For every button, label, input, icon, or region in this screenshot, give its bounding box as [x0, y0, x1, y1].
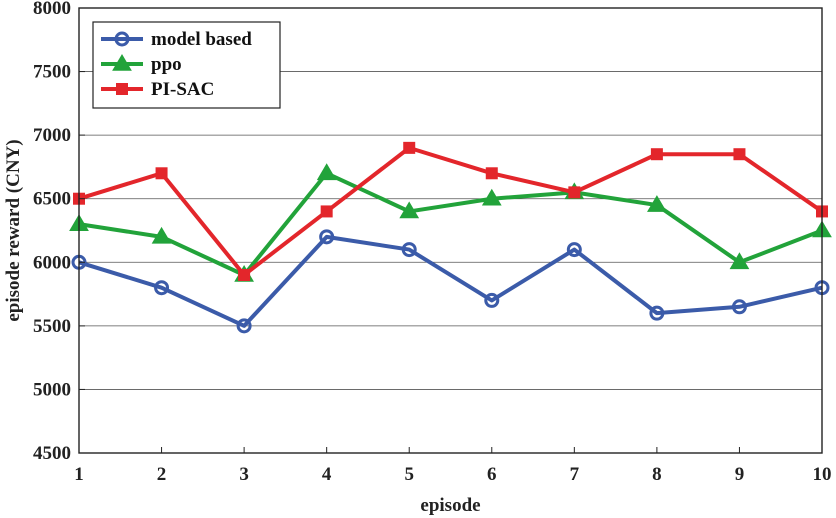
series-layer — [69, 141, 832, 334]
x-tick-label: 2 — [157, 464, 167, 485]
data-point — [481, 188, 502, 206]
series-line — [78, 171, 823, 277]
data-point — [236, 318, 252, 334]
series-circle — [71, 229, 830, 334]
series-square — [73, 141, 828, 281]
y-tick-label: 8000 — [33, 0, 71, 19]
data-point — [568, 186, 581, 199]
data-point — [484, 292, 500, 308]
x-tick-label: 4 — [322, 464, 332, 485]
data-point — [566, 242, 582, 258]
data-point — [320, 205, 333, 218]
plot-frame — [78, 7, 823, 454]
data-point — [650, 148, 663, 161]
legend-label: PI-SAC — [151, 79, 214, 100]
data-point — [647, 195, 667, 212]
x-tick-label: 8 — [652, 464, 662, 485]
data-point — [729, 252, 750, 270]
legend-marker — [112, 54, 132, 71]
y-tick-label: 4500 — [33, 443, 71, 464]
x-tick-label: 7 — [570, 464, 580, 485]
legend-marker — [116, 83, 128, 95]
legend-label: model based — [151, 29, 252, 50]
data-point — [155, 167, 168, 180]
series-triangle — [69, 163, 832, 282]
data-point — [649, 305, 665, 321]
data-point — [731, 299, 747, 315]
series-line — [78, 234, 823, 328]
data-point — [733, 148, 746, 161]
x-axis-ticks: 1 2 3 4 5 6 7 8 9 10 — [74, 447, 832, 485]
legend-item: ppo — [101, 54, 182, 75]
y-tick-label: 6000 — [33, 252, 71, 273]
data-point — [399, 201, 420, 219]
legend-label: ppo — [151, 54, 182, 75]
data-point — [154, 280, 170, 296]
data-point — [401, 242, 417, 258]
y-axis-label: episode reward (CNY) — [3, 139, 24, 321]
legend: model based ppo PI-SAC — [92, 21, 281, 109]
data-point — [403, 141, 416, 154]
x-tick-label: 6 — [487, 464, 497, 485]
data-point — [316, 163, 337, 181]
x-tick-label: 9 — [735, 464, 745, 485]
y-tick-label: 5500 — [33, 316, 71, 337]
y-tick-label: 7000 — [33, 125, 71, 146]
y-tick-label: 5000 — [33, 379, 71, 400]
series-line — [78, 145, 824, 277]
x-tick-label: 3 — [239, 464, 249, 485]
data-point — [151, 226, 172, 244]
x-tick-label: 5 — [404, 464, 414, 485]
y-tick-label: 6500 — [33, 189, 71, 210]
data-point — [319, 229, 335, 245]
legend-marker — [114, 31, 130, 47]
x-axis-label: episode — [420, 495, 480, 516]
x-tick-label: 10 — [813, 464, 832, 485]
grid-lines — [79, 71, 822, 390]
legend-item: model based — [101, 29, 252, 50]
x-tick-label: 1 — [74, 464, 84, 485]
data-point — [238, 269, 251, 281]
y-axis-ticks: 4500 5000 5500 6000 6500 7000 7500 8000 — [33, 0, 85, 464]
legend-item: PI-SAC — [101, 79, 214, 100]
y-tick-label: 7500 — [33, 62, 71, 83]
data-point — [485, 167, 498, 180]
